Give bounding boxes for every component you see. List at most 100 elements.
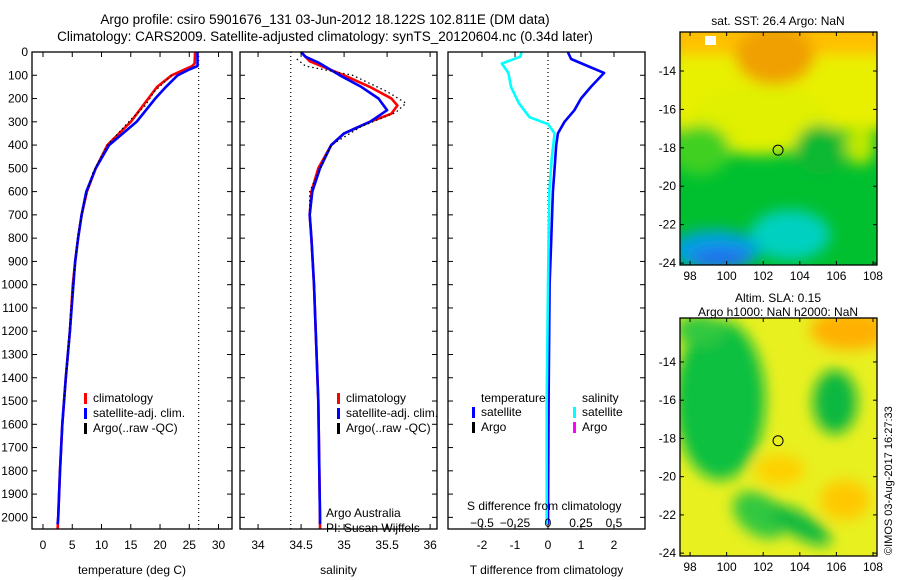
latitude-tick-label: -22: [659, 218, 677, 232]
depth-tick-label: 900: [8, 254, 28, 268]
x-tick-label: 0: [40, 538, 47, 552]
depth-tick-label: 800: [8, 231, 28, 245]
axes-frame: [31, 51, 233, 530]
depth-tick-label: 700: [8, 208, 28, 222]
depth-tick-label: 1800: [1, 464, 28, 478]
s-tick-label: 0.25: [569, 516, 593, 530]
x-tick-label: -2: [477, 538, 488, 552]
latitude-tick-label: -22: [659, 508, 677, 522]
depth-tick-label: 300: [8, 115, 28, 129]
series-line-climatology: [300, 51, 399, 529]
depth-tick-label: 200: [8, 92, 28, 106]
latitude-tick-label: -24: [659, 546, 677, 560]
legend-label: satellite: [582, 405, 623, 419]
latitude-tick-label: -20: [659, 470, 677, 484]
sla-map-title-line2: Argo h1000: NaN h2000: NaN: [697, 305, 859, 319]
depth-tick-label: 100: [8, 68, 28, 82]
legend-swatch-climatology: [337, 393, 340, 404]
longitude-tick-label: 98: [683, 269, 697, 283]
legend-label: Argo(..raw -QC): [346, 421, 431, 435]
sla-map-image: [680, 318, 877, 556]
series-line-satellite-adj-clim-: [56, 52, 199, 525]
x-tick-label: 20: [153, 538, 167, 552]
depth-tick-label: 1100: [2, 301, 28, 315]
temperature-legend: climatology satellite-adj. clim. Argo(..…: [84, 391, 185, 436]
series-line-salinity-satellite: [500, 51, 556, 525]
legend-swatch-satellite: [337, 408, 340, 419]
s-tick-label: −0.5: [470, 516, 494, 530]
annotation-argo-australia: Argo Australia: [326, 506, 401, 520]
legend-swatch-climatology: [84, 393, 87, 404]
depth-tick-label: 1500: [1, 394, 28, 408]
figure-title-line1: Argo profile: csiro 5901676_131 03-Jun-2…: [100, 12, 550, 27]
figure-title-line2: Climatology: CARS2009. Satellite-adjuste…: [57, 29, 593, 44]
sst-map-image: [680, 32, 877, 265]
legend-label: Argo: [582, 420, 608, 434]
series-line-satellite-adj-clim-: [300, 51, 389, 525]
depth-tick-label: 1700: [1, 441, 28, 455]
credit-text: ©IMOS 03-Aug-2017 16:27:33: [883, 406, 895, 555]
legend-label: satellite-adj. clim.: [346, 406, 439, 420]
depth-tick-label: 1400: [1, 371, 28, 385]
x-tick-label: 34.5: [289, 538, 313, 552]
longitude-tick-label: 108: [863, 269, 883, 283]
axes-frame: [447, 51, 646, 530]
longitude-tick-label: 100: [717, 269, 737, 283]
depth-tick-label: 600: [8, 185, 28, 199]
axes-frame: [239, 51, 438, 530]
depth-tick-label: 400: [8, 138, 28, 152]
map-frame: [679, 31, 878, 266]
x-tick-label: 10: [95, 538, 109, 552]
depth-tick-label: 1300: [1, 347, 28, 361]
legend-label: Argo: [481, 420, 507, 434]
x-tick-label: 5: [69, 538, 76, 552]
legend-swatch-argo: [84, 423, 87, 434]
legend-swatch-t-argo: [472, 422, 475, 433]
legend-heading-temperature: temperature: [481, 391, 546, 405]
x-tick-label: -1: [510, 538, 521, 552]
sla-map-title-line1: Altim. SLA: 0.15: [734, 291, 822, 305]
legend-swatch-s-satellite: [573, 407, 576, 418]
legend-label: climatology: [346, 391, 407, 405]
argo-position-marker: [772, 144, 784, 156]
x-tick-label: 0: [545, 538, 552, 552]
x-tick-label: 25: [183, 538, 197, 552]
difference-legend-temperature: satellite Argo: [472, 405, 522, 435]
x-tick-label: 15: [124, 538, 138, 552]
difference-legend-salinity: satellite Argo: [573, 405, 623, 435]
legend-label: satellite: [481, 405, 522, 419]
series-line-temperature-satellite: [546, 51, 606, 525]
series-line-climatology: [56, 51, 197, 530]
x-tick-label: 1: [578, 538, 585, 552]
depth-tick-label: 0: [21, 45, 28, 59]
x-tick-label: 36: [423, 538, 437, 552]
depth-tick-label: 1600: [1, 417, 28, 431]
longitude-tick-label: 104: [790, 560, 810, 574]
series-line-argo-raw-qc-: [63, 74, 173, 402]
latitude-tick-label: -14: [659, 64, 677, 78]
salinity-axis-label: salinity: [320, 563, 357, 577]
legend-label: climatology: [93, 391, 154, 405]
latitude-tick-label: -20: [659, 179, 677, 193]
annotation-pi: PI: Susan Wijffels: [326, 521, 420, 535]
legend-label: satellite-adj. clim.: [93, 406, 186, 420]
s-tick-label: −0.25: [500, 516, 531, 530]
longitude-tick-label: 104: [790, 269, 810, 283]
latitude-tick-label: -24: [659, 256, 677, 270]
longitude-tick-label: 98: [683, 560, 697, 574]
longitude-tick-label: 102: [753, 560, 773, 574]
sst-map-title: sat. SST: 26.4 Argo: NaN: [711, 14, 845, 28]
salinity-legend: climatology satellite-adj. clim. Argo(..…: [337, 391, 438, 436]
series-line-argo-raw-qc-: [296, 58, 407, 215]
longitude-tick-label: 108: [863, 560, 883, 574]
latitude-tick-label: -16: [659, 393, 677, 407]
s-difference-axis-label: S difference from climatology: [467, 499, 622, 513]
argo-position-marker: [772, 435, 784, 447]
depth-tick-label: 1000: [1, 278, 28, 292]
map-frame: [679, 317, 878, 557]
legend-swatch-t-satellite: [472, 407, 475, 418]
x-tick-label: 30: [212, 538, 226, 552]
longitude-tick-label: 100: [717, 560, 737, 574]
legend-swatch-satellite: [84, 408, 87, 419]
